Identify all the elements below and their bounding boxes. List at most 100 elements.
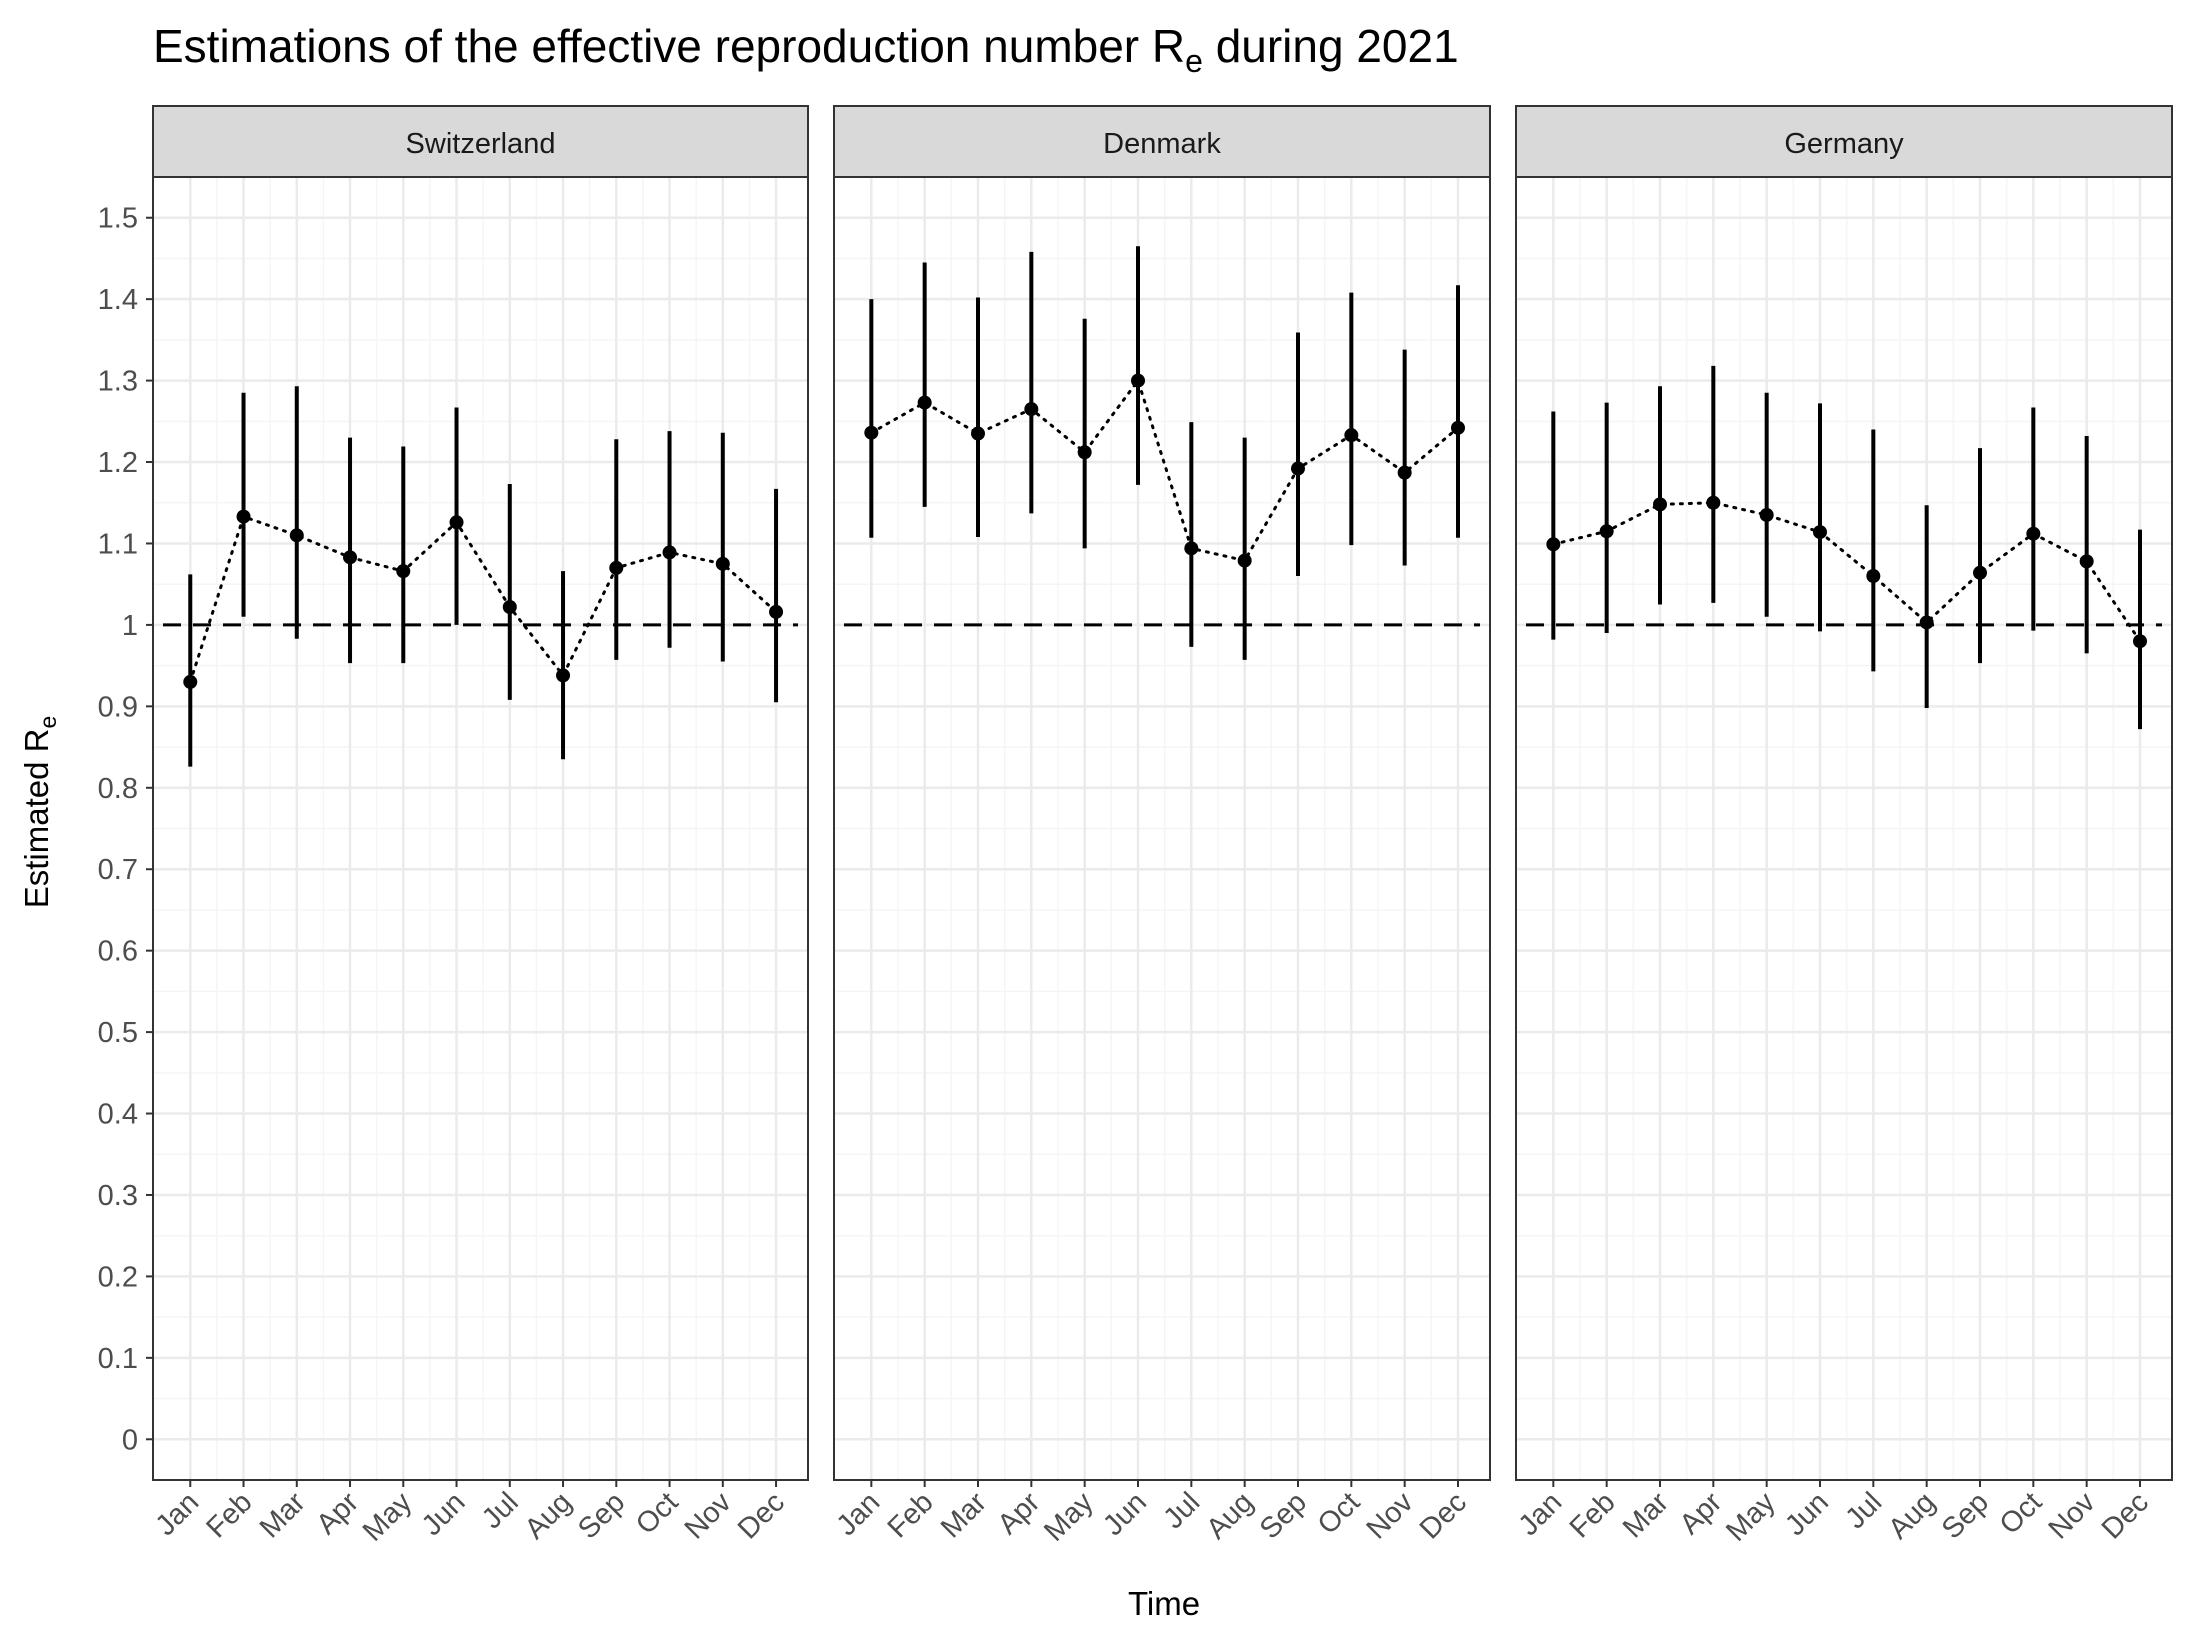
y-tick-label: 0.8	[98, 773, 138, 805]
x-tick-label: May	[1720, 1486, 1782, 1548]
x-tick-label: Sep	[1254, 1486, 1313, 1545]
data-point	[2133, 634, 2147, 649]
x-tick-label: Jan	[1513, 1486, 1569, 1542]
chart-title-subscript: e	[1185, 43, 1203, 79]
x-tick-label: Jul	[1839, 1486, 1888, 1535]
x-tick-label: Nov	[1361, 1486, 1420, 1545]
x-tick-label: Mar	[935, 1486, 993, 1544]
x-tick-label: Nov	[2043, 1486, 2102, 1545]
x-tick-label: Sep	[1936, 1486, 1995, 1545]
y-tick-label: 0.6	[98, 936, 138, 968]
data-point	[343, 550, 358, 565]
x-tick-label: May	[357, 1486, 419, 1548]
y-tick-label: 0.5	[98, 1017, 138, 1049]
x-tick-label: Jan	[150, 1486, 206, 1542]
data-point	[1973, 565, 1987, 580]
x-tick-label: Apr	[1674, 1486, 1729, 1541]
data-point	[769, 604, 784, 619]
data-point	[715, 556, 730, 571]
data-point	[1077, 445, 1092, 460]
data-point	[1131, 373, 1145, 388]
facet-panels: 0 0.1 0.2 0.3 0.4 0.5 0.6 0.7 0.8 0.9 1 1.1 1.2 1.3 1.…	[98, 105, 2173, 1548]
data-point	[1599, 524, 1614, 539]
x-tick-label: Jun	[1779, 1486, 1835, 1542]
data-point	[1024, 402, 1039, 417]
data-point	[289, 528, 304, 543]
facet-strip	[833, 105, 1491, 178]
y-tick-label: 0	[122, 1424, 138, 1456]
x-axis-label: Time	[1128, 1585, 1200, 1622]
data-point	[1237, 553, 1252, 568]
chart-title-rest: during 2021	[1203, 20, 1459, 72]
data-point	[556, 668, 571, 683]
facet-label: Germany	[1784, 128, 1904, 160]
data-point	[971, 426, 985, 441]
data-point	[1344, 428, 1359, 443]
data-point	[2079, 554, 2094, 569]
data-point	[1291, 461, 1305, 476]
chart-title-main: Estimations of the effective reproductio…	[153, 20, 1185, 72]
x-tick-label: Jun	[1097, 1486, 1153, 1542]
x-tick-label: Dec	[1414, 1486, 1473, 1545]
x-tick-label: Oct	[1312, 1486, 1367, 1541]
x-tick-label: Oct	[630, 1486, 685, 1541]
data-point	[502, 599, 517, 614]
data-point	[609, 560, 624, 575]
data-point	[1546, 537, 1561, 552]
y-axis-label-subscript: e	[35, 716, 61, 729]
y-tick-label: 1.3	[98, 366, 138, 398]
data-point	[1397, 465, 1412, 480]
y-tick-label: 0.3	[98, 1180, 138, 1212]
y-tick-label: 1.4	[98, 284, 138, 316]
x-tick-label: May	[1038, 1486, 1100, 1548]
x-tick-label: Apr	[992, 1486, 1047, 1541]
data-point	[2026, 526, 2041, 541]
x-tick-label: Jul	[1157, 1486, 1206, 1535]
data-point	[449, 515, 464, 530]
y-tick-label: 1.1	[98, 528, 138, 560]
y-axis-label: Estimated Re	[18, 716, 61, 909]
facet-strip	[1515, 105, 2173, 178]
data-point	[1813, 525, 1827, 540]
y-tick-label: 0.1	[98, 1343, 138, 1375]
facet-strip	[152, 105, 809, 178]
x-tick-label: Feb	[882, 1486, 940, 1544]
trend-line	[869, 377, 1460, 563]
trend-line	[188, 514, 778, 684]
y-tick-label: 0.2	[98, 1261, 138, 1293]
data-point	[1451, 420, 1465, 435]
x-tick-label: Aug	[1882, 1486, 1941, 1545]
data-point	[1759, 507, 1774, 522]
y-tick-label: 1	[122, 610, 138, 642]
facet-label: Denmark	[1103, 128, 1221, 160]
data-point	[1706, 495, 1721, 510]
x-tick-label: Jan	[831, 1486, 887, 1542]
data-point	[864, 425, 879, 440]
trend-line	[1551, 501, 2142, 643]
data-point	[1919, 615, 1934, 630]
chart-title: Estimations of the effective reproductio…	[153, 20, 1459, 79]
y-tick-label: 0.4	[98, 1099, 138, 1131]
y-axis-label-main: Estimated R	[18, 729, 55, 909]
x-tick-label: Feb	[201, 1486, 259, 1544]
y-tick-label: 0.7	[98, 854, 138, 886]
x-tick-label: Jun	[416, 1486, 472, 1542]
data-point	[236, 509, 251, 524]
data-point	[1866, 569, 1881, 584]
y-tick-label: 0.9	[98, 691, 138, 723]
data-point	[183, 674, 198, 689]
x-tick-label: Dec	[732, 1486, 791, 1545]
facet-label: Switzerland	[406, 128, 556, 160]
x-tick-label: Sep	[572, 1486, 631, 1545]
data-point	[1653, 497, 1667, 512]
x-tick-label: Mar	[1617, 1486, 1675, 1544]
y-tick-label: 1.5	[98, 203, 138, 235]
data-point	[1184, 541, 1199, 556]
data-point	[662, 545, 677, 560]
x-tick-label: Oct	[1994, 1486, 2049, 1541]
